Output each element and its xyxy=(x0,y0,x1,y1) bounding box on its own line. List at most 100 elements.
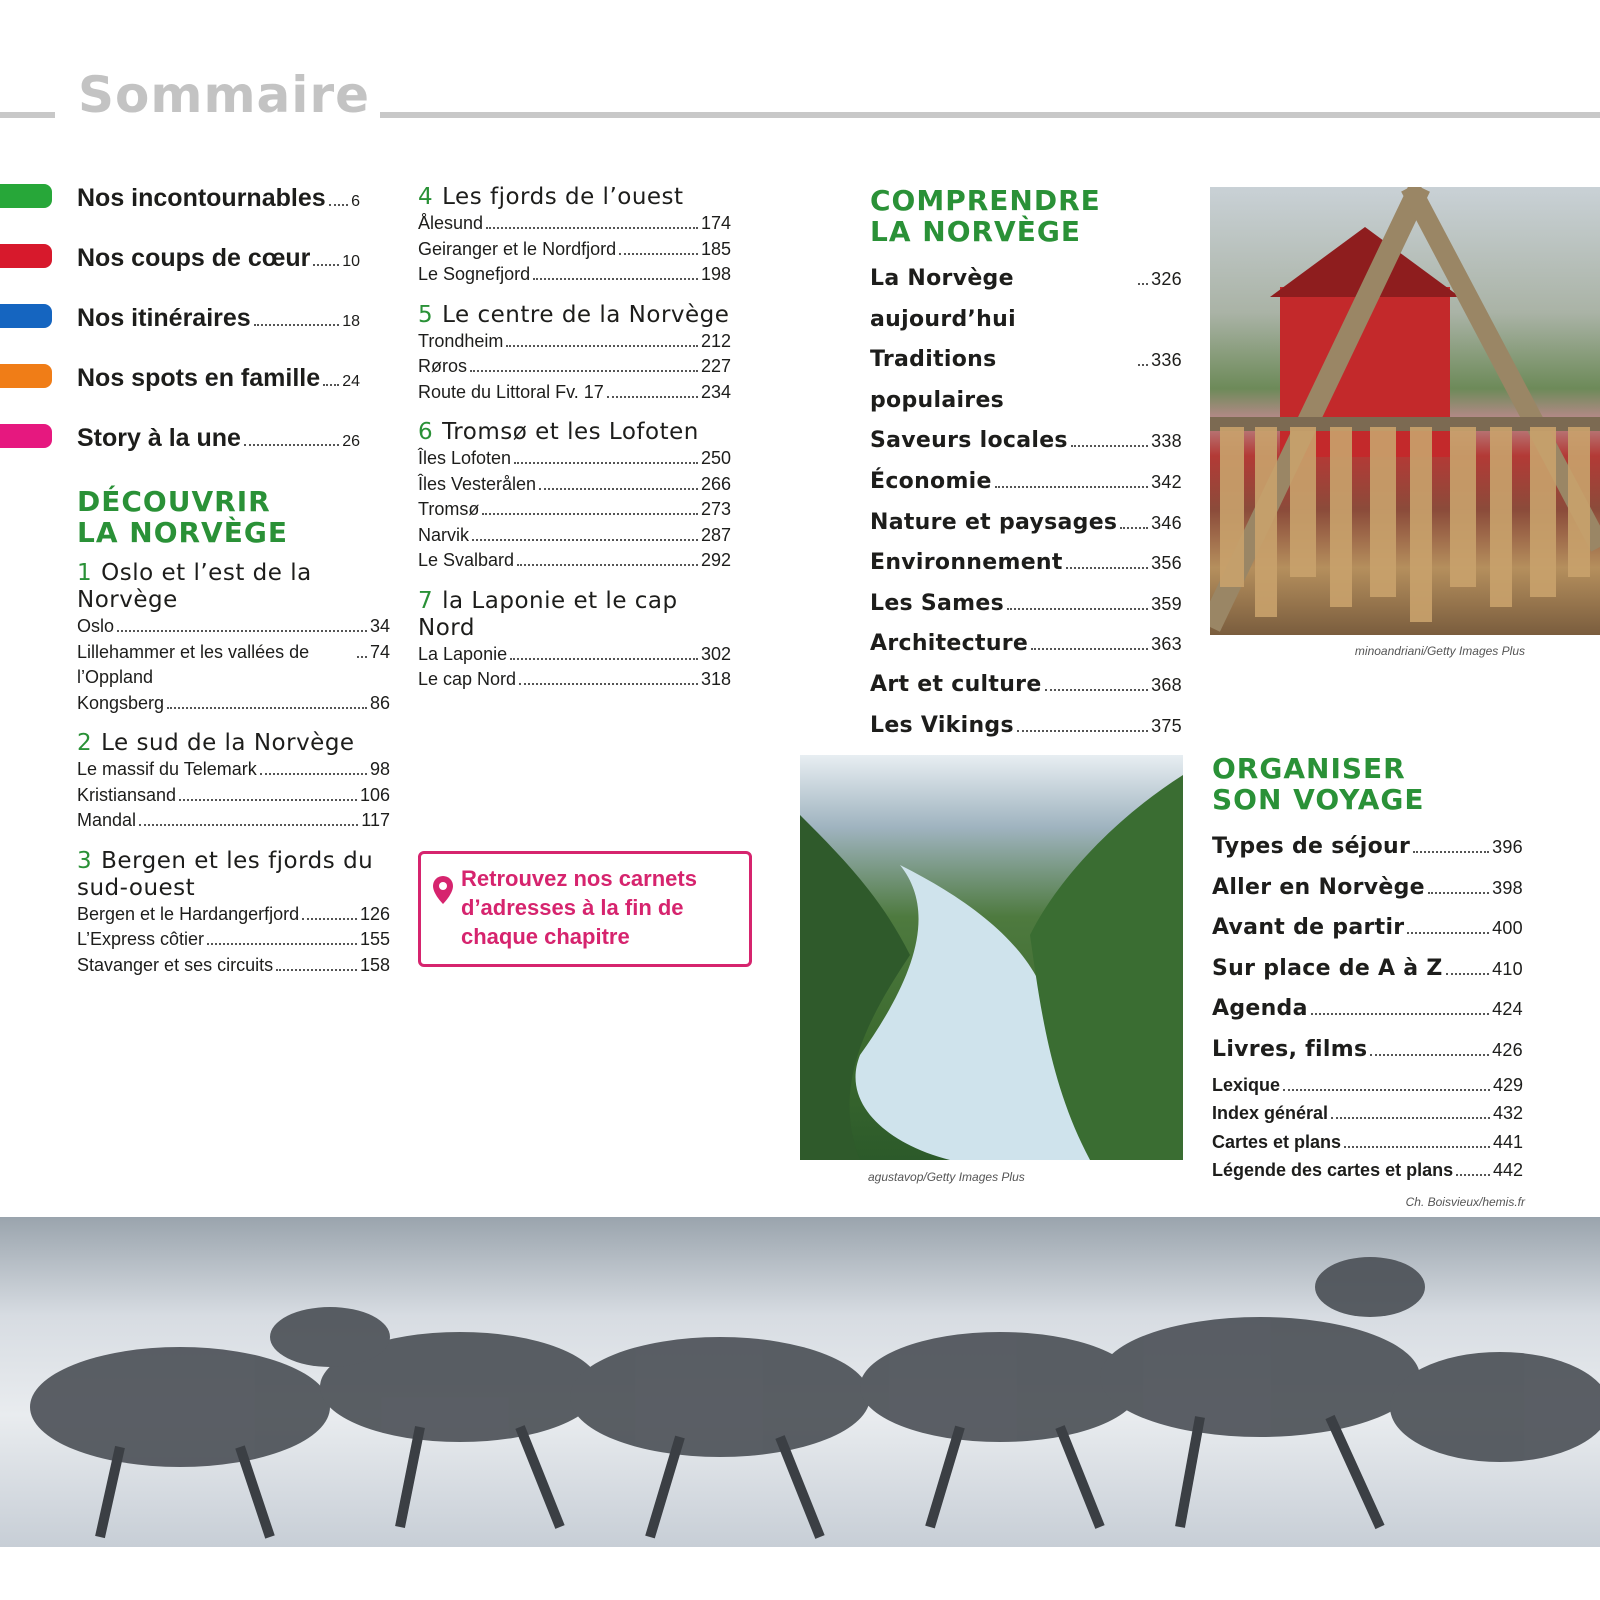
entry-label: Mandal xyxy=(77,810,137,830)
page-number: 410 xyxy=(1492,958,1523,979)
entry-label: Lexique xyxy=(1212,1074,1281,1095)
chapter-name: Le centre de la Norvège xyxy=(442,301,730,328)
entry-label: Nos coups de cœur xyxy=(77,244,311,272)
page-number: 18 xyxy=(342,313,360,330)
entry-label: Sur place de A à Z xyxy=(1212,955,1443,981)
page-number: 250 xyxy=(700,448,731,468)
column: ORGANISER SON VOYAGE Types de séjour 396 All… xyxy=(1212,753,1523,1185)
dot-leader xyxy=(619,252,698,255)
dot-leader xyxy=(486,227,698,229)
page-number: 26 xyxy=(342,433,360,450)
page-number: 424 xyxy=(1492,999,1523,1020)
entry-label: Économie xyxy=(870,468,992,494)
entry-label: Ålesund xyxy=(418,213,484,233)
dot-leader xyxy=(517,564,698,566)
entry-label: Architecture xyxy=(870,631,1029,657)
page-number: 227 xyxy=(700,356,731,376)
entry-label: Nos spots en famille xyxy=(77,364,321,392)
toc-entry: Nature et paysages 346 xyxy=(870,503,1182,544)
toc-entry: Le Sognefjord 198 xyxy=(418,262,731,288)
entry-label: Les Sames xyxy=(870,590,1005,616)
dot-leader xyxy=(207,943,357,945)
page-number: 363 xyxy=(1151,634,1182,655)
page-number: 185 xyxy=(700,238,731,259)
toc-entry: Route du Littoral Fv. 17 234 xyxy=(418,380,731,406)
dot-leader xyxy=(276,968,357,971)
dot-leader xyxy=(1427,891,1490,894)
toc-entry: Bergen et le Hardangerfjord 126 xyxy=(77,902,390,928)
title: Sommaire xyxy=(78,66,371,124)
chapter: 6 Tromsø et les Lofoten Îles Lofoten 250 Île… xyxy=(418,419,731,574)
page-number: 273 xyxy=(700,499,731,519)
page-number: 302 xyxy=(700,643,731,664)
dot-leader xyxy=(506,344,698,347)
dot-leader xyxy=(117,630,367,632)
page-number: 98 xyxy=(369,759,390,779)
page-number: 442 xyxy=(1492,1160,1523,1181)
entry-label: Le Sognefjord xyxy=(418,264,531,284)
entry-label: Nos incontournables xyxy=(77,184,326,212)
chapter-number: 7 xyxy=(418,587,434,614)
highlight: Nos coups de cœur 10 xyxy=(0,244,390,304)
heading-line: COMPRENDRE xyxy=(870,184,1101,217)
entry-label: Narvik xyxy=(418,524,470,545)
dot-leader xyxy=(1445,972,1490,975)
dot-leader xyxy=(539,487,698,490)
chapter-title: 3 Bergen et les fjords du sud-ouest xyxy=(77,848,390,902)
entry-label: Agenda xyxy=(1212,996,1308,1022)
page-number: 336 xyxy=(1151,350,1182,371)
toc-entry: Lillehammer et les vallées de l’Oppland 7… xyxy=(77,640,390,691)
dot-leader xyxy=(243,444,340,446)
dot-leader xyxy=(533,278,698,280)
toc-entry: Trondheim 212 xyxy=(418,329,731,355)
dot-leader xyxy=(259,773,367,775)
toc-entry: Sur place de A à Z 410 xyxy=(1212,949,1523,990)
page-number: 34 xyxy=(369,616,390,636)
dot-leader xyxy=(302,917,357,920)
chapter-name: Les fjords de l’ouest xyxy=(442,184,684,210)
toc-entry: Cartes et plans 441 xyxy=(1212,1128,1523,1157)
toc-entry: Røros 227 xyxy=(418,354,731,380)
toc-entry: Les Sames 359 xyxy=(870,584,1182,625)
chapter: 2 Le sud de la Norvège Le massif du Telema… xyxy=(77,730,390,834)
page-number: 375 xyxy=(1151,715,1182,736)
photo-fish xyxy=(1210,187,1600,635)
dot-leader xyxy=(1310,1013,1490,1016)
page-number: 429 xyxy=(1492,1074,1523,1095)
toc-entry: Nos itinéraires 18 xyxy=(77,304,360,333)
photo-fjord xyxy=(800,755,1183,1160)
entry-label: Le Svalbard xyxy=(418,550,515,570)
dot-leader xyxy=(1070,445,1149,448)
toc-entry: Le cap Nord 318 xyxy=(418,667,731,693)
chapter-number: 3 xyxy=(77,847,93,874)
dot-leader xyxy=(1016,729,1149,732)
chapter-number: 5 xyxy=(418,301,434,328)
chapter-name: la Laponie et le cap Nord xyxy=(418,587,678,641)
entry-label: Îles Vesterålen xyxy=(418,473,537,494)
chapter-title: 2 Le sud de la Norvège xyxy=(77,730,390,757)
column: 4 Les fjords de l’ouest Ålesund 174 Geirange… xyxy=(418,184,731,707)
chapter-name: Tromsø et les Lofoten xyxy=(442,419,699,445)
page-number: 234 xyxy=(700,381,731,402)
entry-label: Le cap Nord xyxy=(418,669,517,689)
page-number: 342 xyxy=(1151,471,1182,492)
toc-entry: Îles Lofoten 250 xyxy=(418,446,731,472)
entry-label: Story à la une xyxy=(77,424,241,452)
heading-line: DÉCOUVRIR xyxy=(77,485,271,518)
toc-entry: Types de séjour 396 xyxy=(1212,827,1523,868)
entry-label: Avant de partir xyxy=(1212,915,1405,941)
toc-entry: Le Svalbard 292 xyxy=(418,548,731,574)
entry-label: Îles Lofoten xyxy=(418,448,512,468)
toc-entry: Stavanger et ses circuits 158 xyxy=(77,953,390,979)
toc-entry: Architecture 363 xyxy=(870,624,1182,665)
toc-entry: Geiranger et le Nordfjord 185 xyxy=(418,237,731,263)
entry-label: Art et culture xyxy=(870,671,1042,697)
photo-credit: Ch. Boisvieux/hemis.fr xyxy=(1405,1195,1525,1209)
entry-label: Nos itinéraires xyxy=(77,304,251,332)
highlight: Nos incontournables 6 xyxy=(0,184,390,244)
chapter-number: 4 xyxy=(418,184,434,210)
photo-credit: minoandriani/Getty Images Plus xyxy=(1354,644,1525,658)
dot-leader xyxy=(1407,932,1490,935)
dot-leader xyxy=(356,655,367,658)
